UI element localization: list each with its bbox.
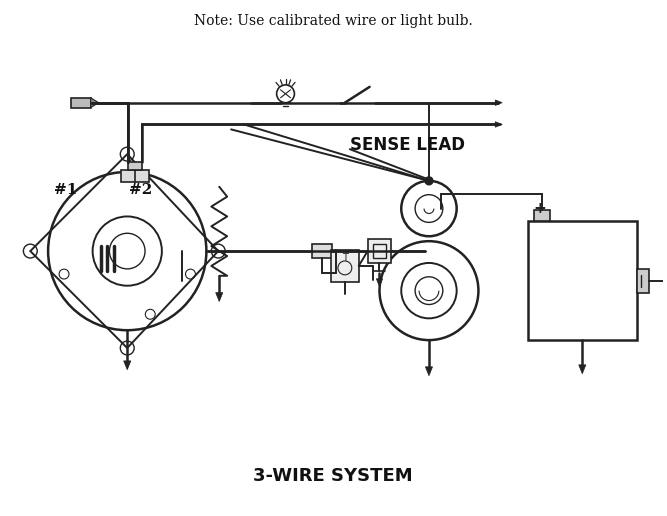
Circle shape (425, 177, 433, 185)
Bar (534, 209, 550, 221)
Bar (637, 269, 648, 293)
Bar (528, 221, 637, 340)
Polygon shape (495, 122, 502, 127)
Polygon shape (376, 279, 383, 287)
Bar (128, 162, 142, 170)
Bar (331, 250, 359, 282)
Text: 3-WIRE SYSTEM: 3-WIRE SYSTEM (253, 466, 413, 485)
Polygon shape (123, 361, 131, 370)
Polygon shape (426, 367, 432, 376)
Polygon shape (215, 293, 223, 301)
Text: SENSE LEAD: SENSE LEAD (350, 136, 465, 154)
Text: #2: #2 (129, 183, 153, 197)
Polygon shape (495, 100, 502, 105)
Bar (373, 244, 386, 258)
Bar (121, 170, 149, 182)
Text: T: T (342, 253, 348, 263)
Text: #1: #1 (54, 183, 77, 197)
Polygon shape (91, 98, 99, 108)
Text: +: + (534, 201, 546, 216)
Bar (312, 244, 332, 258)
Polygon shape (579, 365, 586, 374)
Bar (368, 239, 392, 263)
Bar (71, 98, 91, 108)
Text: Note: Use calibrated wire or light bulb.: Note: Use calibrated wire or light bulb. (193, 13, 472, 27)
Circle shape (277, 85, 294, 103)
